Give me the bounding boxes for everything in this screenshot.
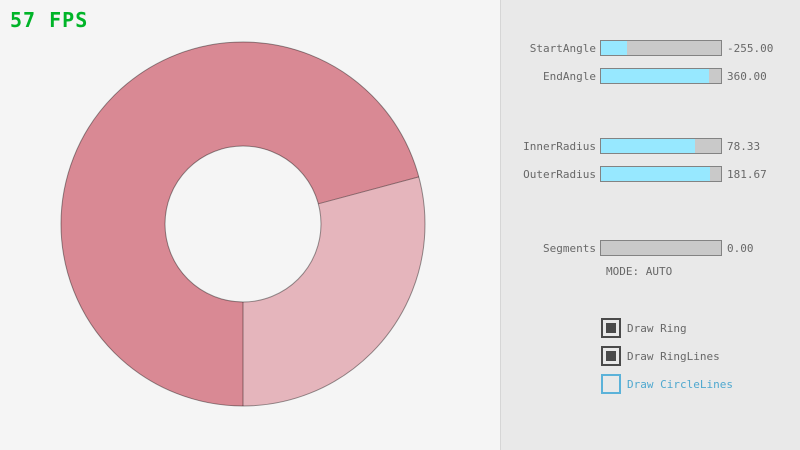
slider-label: OuterRadius xyxy=(523,168,596,181)
slider-value: -255.00 xyxy=(727,42,774,55)
checkbox-draw-ring[interactable]: Draw Ring xyxy=(601,318,800,338)
ring-sector xyxy=(243,176,426,407)
checkbox-box[interactable] xyxy=(601,374,621,394)
slider-row-endangle: EndAngle 360.00 xyxy=(501,68,800,84)
checkmark-fill xyxy=(606,323,616,333)
endangle-slider[interactable] xyxy=(600,68,722,84)
ring-radial-line xyxy=(318,176,419,205)
slider-label: Segments xyxy=(543,242,596,255)
mode-label: MODE: AUTO xyxy=(606,265,673,278)
segments-slider[interactable] xyxy=(600,240,722,256)
checkbox-box[interactable] xyxy=(601,318,621,338)
checkbox-label: Draw Ring xyxy=(627,322,687,335)
checkbox-label: Draw CircleLines xyxy=(627,378,733,391)
slider-fill xyxy=(601,139,695,153)
slider-label: StartAngle xyxy=(529,42,596,55)
slider-fill xyxy=(601,41,628,55)
slider-row-segments: Segments 0.00 xyxy=(501,240,800,256)
ring-sector xyxy=(61,42,419,406)
slider-value: 0.00 xyxy=(727,242,754,255)
donut-ring-canvas xyxy=(60,41,426,407)
ring-inner-outline xyxy=(164,145,322,303)
controls-panel: StartAngle -255.00 EndAngle 360.00 Inner… xyxy=(500,0,800,450)
ring-outer-outline xyxy=(60,41,426,407)
slider-value: 78.33 xyxy=(727,140,761,153)
slider-row-startangle: StartAngle -255.00 xyxy=(501,40,800,56)
checkbox-draw-ringlines[interactable]: Draw RingLines xyxy=(601,346,800,366)
checkmark-fill xyxy=(606,351,616,361)
slider-fill xyxy=(601,69,709,83)
slider-label: InnerRadius xyxy=(523,140,596,153)
innerradius-slider[interactable] xyxy=(600,138,722,154)
checkbox-label: Draw RingLines xyxy=(627,350,720,363)
slider-label: EndAngle xyxy=(543,70,596,83)
slider-row-outerradius: OuterRadius 181.67 xyxy=(501,166,800,182)
startangle-slider[interactable] xyxy=(600,40,722,56)
slider-value: 360.00 xyxy=(727,70,767,83)
slider-fill xyxy=(601,167,710,181)
checkbox-draw-circlelines[interactable]: Draw CircleLines xyxy=(601,374,800,394)
slider-value: 181.67 xyxy=(727,168,767,181)
outerradius-slider[interactable] xyxy=(600,166,722,182)
checkbox-box[interactable] xyxy=(601,346,621,366)
slider-row-innerradius: InnerRadius 78.33 xyxy=(501,138,800,154)
fps-counter: 57 FPS xyxy=(10,8,89,32)
